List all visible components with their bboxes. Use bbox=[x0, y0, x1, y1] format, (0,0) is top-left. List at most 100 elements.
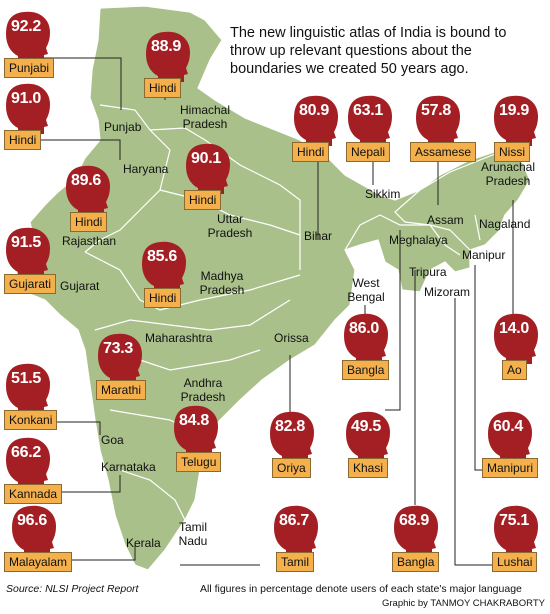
head-language: Nissi bbox=[494, 142, 530, 162]
head-bangla-wb: 86.0 Bangla bbox=[342, 312, 402, 384]
head-silhouette-icon bbox=[346, 411, 390, 462]
head-value: 68.9 bbox=[399, 512, 429, 529]
head-silhouette-icon bbox=[344, 313, 388, 364]
head-language: Khasi bbox=[348, 458, 389, 478]
head-value: 63.1 bbox=[353, 102, 383, 119]
head-value: 19.9 bbox=[499, 102, 529, 119]
head-hindi-hp: 88.9 Hindi bbox=[144, 30, 204, 102]
head-language: Hindi bbox=[184, 190, 222, 210]
state-label-tripura: Tripura bbox=[409, 265, 447, 279]
head-value: 91.0 bbox=[11, 90, 41, 107]
head-silhouette-icon bbox=[6, 363, 50, 414]
head-telugu: 84.8 Telugu bbox=[172, 404, 232, 476]
state-label-assam: Assam bbox=[427, 213, 464, 227]
head-value: 84.8 bbox=[179, 412, 209, 429]
state-label-arunachal: Arunachal Pradesh bbox=[480, 160, 536, 188]
head-manipuri: 60.4 Manipuri bbox=[482, 410, 546, 482]
head-silhouette-icon bbox=[348, 95, 392, 146]
head-language: Punjabi bbox=[4, 58, 55, 78]
state-label-uttar-pradesh: Uttar Pradesh bbox=[207, 212, 253, 240]
head-nissi: 19.9 Nissi bbox=[492, 94, 550, 166]
head-value: 86.7 bbox=[279, 512, 309, 529]
head-silhouette-icon bbox=[12, 505, 56, 556]
head-silhouette-icon bbox=[270, 411, 314, 462]
head-silhouette-icon bbox=[6, 11, 50, 62]
head-khasi: 49.5 Khasi bbox=[344, 410, 404, 482]
head-lushai: 75.1 Lushai bbox=[492, 504, 550, 576]
head-bangla-tripura: 68.9 Bangla bbox=[392, 504, 452, 576]
leader-malayalam bbox=[60, 545, 136, 561]
state-label-sikkim: Sikkim bbox=[365, 187, 401, 201]
head-value: 14.0 bbox=[499, 320, 529, 337]
head-gujarati: 91.5 Gujarati bbox=[4, 226, 64, 298]
head-language: Hindi bbox=[70, 212, 108, 232]
state-label-rajasthan: Rajasthan bbox=[62, 234, 117, 248]
head-silhouette-icon bbox=[274, 505, 318, 556]
state-label-karnataka: Karnataka bbox=[101, 460, 156, 474]
head-silhouette-icon bbox=[494, 313, 538, 364]
head-marathi: 73.3 Marathi bbox=[96, 332, 156, 404]
head-language: Lushai bbox=[492, 552, 538, 572]
leader-lushai bbox=[454, 298, 500, 566]
head-language: Hindi bbox=[144, 288, 182, 308]
head-silhouette-icon bbox=[416, 95, 460, 146]
head-value: 73.3 bbox=[103, 340, 133, 357]
state-label-bihar: Bihar bbox=[304, 229, 333, 243]
head-value: 80.9 bbox=[299, 102, 329, 119]
head-value: 88.9 bbox=[151, 38, 181, 55]
head-value: 66.2 bbox=[11, 444, 41, 461]
head-language: Manipuri bbox=[482, 458, 539, 478]
head-language: Bangla bbox=[342, 360, 390, 380]
head-value: 85.6 bbox=[147, 248, 177, 265]
head-language: Konkani bbox=[4, 410, 58, 430]
leader-konkani bbox=[48, 421, 101, 435]
graphic-credit: Graphic by TANMOY CHAKRABORTY bbox=[382, 598, 545, 609]
head-language: Malayalam bbox=[4, 552, 73, 572]
head-assamese: 57.8 Assamese bbox=[410, 94, 477, 166]
head-language: Hindi bbox=[292, 142, 330, 162]
head-silhouette-icon bbox=[66, 165, 110, 216]
head-language: Hindi bbox=[4, 130, 42, 150]
head-tamil: 86.7 Tamil bbox=[272, 504, 332, 576]
head-hindi-haryana: 91.0 Hindi bbox=[4, 82, 64, 154]
head-language: Marathi bbox=[96, 380, 147, 400]
head-hindi-bihar: 80.9 Hindi bbox=[292, 94, 352, 166]
head-punjabi: 92.2 Punjabi bbox=[4, 10, 64, 82]
state-label-punjab: Punjab bbox=[104, 120, 142, 134]
head-value: 60.4 bbox=[493, 418, 523, 435]
head-silhouette-icon bbox=[98, 333, 142, 384]
source-note: Source: NLSI Project Report bbox=[6, 583, 139, 595]
head-oriya: 82.8 Oriya bbox=[268, 410, 328, 482]
state-label-orissa: Orissa bbox=[274, 331, 309, 345]
head-language: Ao bbox=[502, 360, 527, 380]
state-label-andhra: Andhra Pradesh bbox=[180, 376, 226, 404]
head-silhouette-icon bbox=[6, 227, 50, 278]
head-silhouette-icon bbox=[6, 437, 50, 488]
leader-hindi-haryana bbox=[35, 139, 121, 160]
head-language: Nepali bbox=[346, 142, 391, 162]
head-malayalam: 96.6 Malayalam bbox=[4, 504, 73, 576]
leader-kannada bbox=[55, 475, 121, 493]
head-silhouette-icon bbox=[6, 83, 50, 134]
india-mainland-shape bbox=[14, 5, 521, 571]
state-label-haryana: Haryana bbox=[123, 162, 169, 176]
head-value: 49.5 bbox=[351, 418, 381, 435]
head-value: 75.1 bbox=[499, 512, 529, 529]
leader-khasi bbox=[385, 230, 401, 411]
head-kannada: 66.2 Kannada bbox=[4, 436, 64, 508]
state-borders bbox=[84, 104, 481, 521]
state-label-himachal: Himachal Pradesh bbox=[179, 103, 230, 131]
head-silhouette-icon bbox=[488, 411, 532, 462]
head-hindi-rajasthan: 89.6 Hindi bbox=[64, 164, 124, 236]
state-label-goa: Goa bbox=[101, 433, 124, 447]
head-value: 82.8 bbox=[275, 418, 305, 435]
state-label-tamil-nadu: Tamil Nadu bbox=[178, 520, 208, 548]
head-value: 96.6 bbox=[17, 512, 47, 529]
state-label-madhya-pradesh: Madhya Pradesh bbox=[199, 269, 245, 297]
state-label-manipur: Manipur bbox=[462, 248, 506, 262]
head-language: Telugu bbox=[176, 452, 222, 472]
head-silhouette-icon bbox=[494, 505, 538, 556]
head-language: Tamil bbox=[276, 552, 315, 572]
